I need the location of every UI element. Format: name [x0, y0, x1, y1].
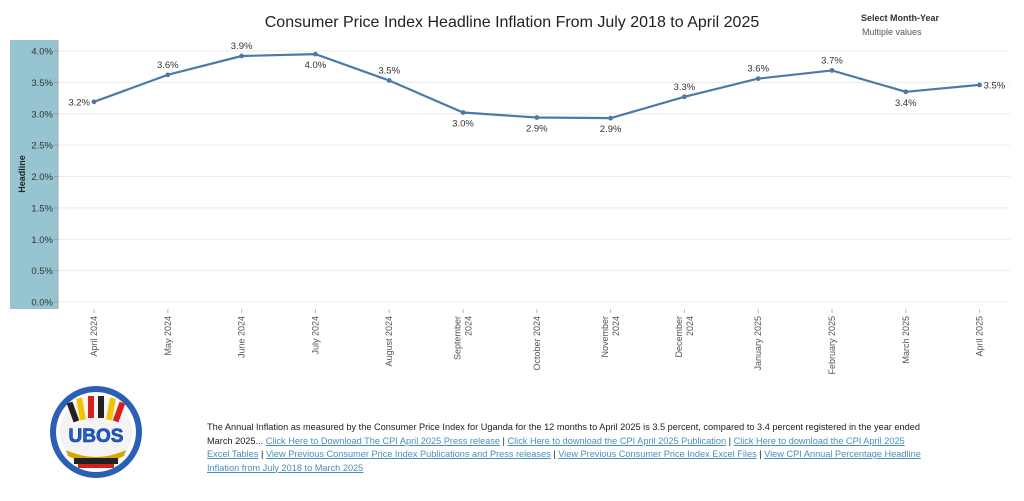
x-tick-label: August 2024 — [384, 316, 394, 367]
data-label: 3.5% — [378, 65, 400, 76]
data-point[interactable] — [386, 78, 392, 83]
x-tick-label: January 2025 — [753, 316, 763, 371]
x-tick-label: October 2024 — [532, 316, 542, 371]
data-label: 2.9% — [600, 124, 622, 135]
description-text: The Annual Inflation as measured by the … — [207, 422, 920, 446]
y-tick-label: 0.0% — [31, 298, 53, 309]
x-tick-label: May 2024 — [163, 316, 173, 356]
month-year-filter-dropdown[interactable]: Multiple values — [862, 27, 922, 37]
data-label: 3.9% — [231, 41, 253, 52]
data-label: 4.0% — [305, 60, 327, 71]
link-annual-headline-inflation[interactable]: View CPI Annual Percentage Headline Infl… — [207, 449, 921, 473]
y-axis-header-band — [10, 40, 58, 309]
data-label: 3.5% — [984, 80, 1006, 91]
x-tick-label: November — [600, 316, 610, 358]
data-label: 3.4% — [895, 98, 917, 109]
link-separator: | — [258, 449, 266, 459]
x-tick-label: July 2024 — [310, 316, 320, 355]
link-previous-publications[interactable]: View Previous Consumer Price Index Publi… — [265, 449, 551, 459]
y-tick-label: 2.5% — [31, 141, 53, 152]
data-point[interactable] — [682, 94, 687, 100]
x-tick-label: 2024 — [685, 316, 695, 336]
y-tick-label: 1.5% — [31, 203, 53, 214]
link-cpi-excel-tables[interactable]: Click Here to download the CPI April 202… — [207, 435, 905, 460]
data-label: 3.7% — [821, 55, 843, 66]
y-tick-label: 3.0% — [31, 109, 53, 120]
x-tick-label: 2024 — [464, 316, 474, 336]
link-separator: | — [499, 435, 508, 446]
data-point[interactable] — [755, 76, 761, 82]
series-line[interactable] — [93, 53, 980, 120]
x-tick-label: April 2025 — [975, 316, 985, 357]
data-point[interactable] — [91, 99, 97, 105]
y-tick-label: 4.0% — [31, 47, 53, 58]
link-cpi-publication[interactable]: Click Here to download the CPI April 202… — [507, 435, 727, 446]
data-label: 3.3% — [674, 82, 696, 93]
data-point[interactable] — [977, 82, 982, 88]
link-separator: | — [756, 449, 765, 459]
ubos-logo: UBOS — [50, 386, 142, 478]
month-year-filter-label: Select Month-Year — [861, 13, 940, 23]
data-label: 3.6% — [747, 64, 769, 75]
link-previous-excel-files[interactable]: View Previous Consumer Price Index Excel… — [558, 449, 757, 459]
description-block: The Annual Inflation as measured by the … — [207, 421, 929, 475]
data-point[interactable] — [165, 72, 171, 78]
data-label: 2.9% — [526, 124, 548, 135]
data-point[interactable] — [903, 89, 909, 95]
data-point[interactable] — [534, 115, 540, 120]
link-separator: | — [550, 449, 559, 459]
y-tick-label: 3.5% — [31, 78, 53, 89]
x-tick-label: April 2024 — [89, 316, 99, 357]
chart-title: Consumer Price Index Headline Inflation … — [264, 14, 760, 31]
headline-inflation-line-chart: 0.0% 0.5% 1.0% 1.5% 2.0% 2.5% 3.0% 3.5% 4.0% Apr… — [31, 40, 1010, 375]
x-tick-label: 2024 — [611, 316, 621, 336]
logo-wordmark: UBOS — [69, 426, 124, 447]
y-tick-label: 2.0% — [31, 172, 53, 183]
x-tick-label: December — [674, 316, 684, 358]
y-tick-label: 1.0% — [31, 235, 53, 246]
x-tick-label: June 2024 — [237, 316, 247, 358]
data-point[interactable] — [460, 110, 466, 115]
link-cpi-press-release[interactable]: Click Here to Download The CPI April 202… — [265, 435, 500, 446]
x-tick-label: February 2025 — [827, 316, 837, 375]
data-label: 3.6% — [157, 60, 179, 71]
x-tick-label: September — [453, 316, 463, 360]
data-label: 3.0% — [452, 118, 474, 129]
x-tick-label: March 2025 — [901, 316, 911, 364]
data-point[interactable] — [239, 53, 245, 59]
link-separator: | — [726, 435, 734, 446]
data-label: 3.2% — [68, 97, 90, 108]
data-point[interactable] — [313, 51, 318, 57]
y-tick-label: 0.5% — [31, 266, 53, 277]
data-point[interactable] — [608, 115, 613, 121]
data-point[interactable] — [829, 68, 835, 73]
